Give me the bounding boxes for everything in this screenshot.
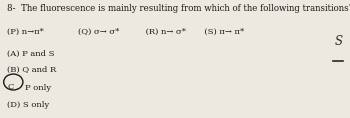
Text: S: S xyxy=(334,35,342,48)
Text: (P) n→π*             (Q) σ→ σ*          (R) n→ σ*       (S) π→ π*: (P) n→π* (Q) σ→ σ* (R) n→ σ* (S) π→ π* xyxy=(7,28,244,36)
Text: (B) Q and R: (B) Q and R xyxy=(7,66,56,74)
Text: 8-  The fluorescence is mainly resulting from which of the following transitions: 8- The fluorescence is mainly resulting … xyxy=(7,4,350,13)
Text: (D) S only: (D) S only xyxy=(7,101,49,110)
Text: (A) P and S: (A) P and S xyxy=(7,50,55,58)
Text: P only: P only xyxy=(25,84,51,92)
Text: C: C xyxy=(8,83,14,91)
